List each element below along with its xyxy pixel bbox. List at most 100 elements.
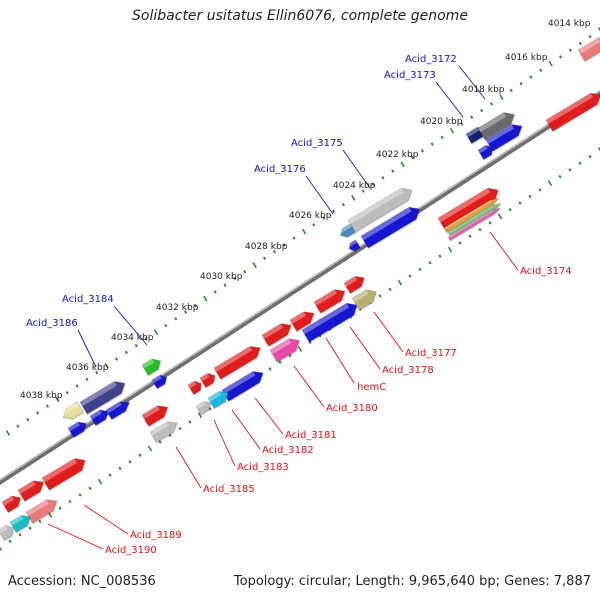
kbp-tick [460,122,464,126]
kbp-tick [400,161,405,168]
kbp-tick [378,294,382,298]
gene-reverse [207,390,229,409]
kbp-tick [75,384,79,388]
kbp-tick [278,360,282,364]
leader-line [213,419,236,467]
kbp-tick [144,337,148,341]
kbp-tick [332,209,336,214]
leader-line [349,326,381,370]
gene-reverse [261,323,292,347]
kbp-label: 4016 kbp [505,53,548,63]
kbp-label: 4024 kbp [333,181,376,191]
kbp-tick [16,424,20,428]
kbp-tick [578,161,582,165]
kbp-tick [420,149,424,153]
gene-reverse [199,372,216,388]
kbp-tick [5,430,11,436]
kbp-label: 4032 kbp [156,303,199,313]
leader-line [47,523,104,550]
kbp-tick [292,236,296,240]
leader-line [83,504,129,535]
kbp-tick [78,493,82,497]
kbp-tick [268,367,272,371]
kbp-tick [124,350,128,355]
gene-label-reverse: Acid_3181 [285,430,337,441]
kbp-tick [371,182,375,187]
kbp-tick [88,486,92,491]
kbp-tick [233,276,237,281]
kbp-tick [538,188,542,192]
gene-reverse [213,346,261,380]
leader-line [113,305,148,346]
gene-label-reverse: Acid_3190 [105,545,157,556]
kbp-tick [381,176,385,180]
gene-label-forward: Acid_3172 [405,54,457,65]
kbp-tick [488,221,492,225]
kbp-tick [301,228,307,235]
gene-forward [545,92,600,132]
kbp-label: 4038 kbp [20,391,63,401]
gene-reverse [221,371,264,402]
accession-text: Accession: NC_008536 [8,574,156,589]
leader-line [231,409,261,450]
leader-line [489,231,519,271]
kbp-tick [440,135,444,140]
kbp-tick [153,329,159,336]
leader-line [254,397,284,435]
kbp-tick [588,35,592,39]
leader-line [175,446,202,489]
gene-label-reverse: hemC [357,382,386,393]
leader-line [435,81,464,118]
gene-reverse [17,480,45,502]
kbp-tick [341,202,346,207]
kbp-tick [478,227,482,232]
kbp-tick [468,234,472,238]
kbp-tick [104,362,109,369]
kbp-label: 4034 kbp [111,333,154,343]
kbp-tick [480,108,484,113]
kbp-label: 4036 kbp [66,363,109,373]
gene-forward [477,144,494,160]
kbp-tick [558,174,562,179]
kbp-tick [529,75,533,79]
gene-reverse [351,289,377,311]
kbp-tick [470,115,474,120]
gene-reverse [343,275,365,294]
kbp-tick [18,533,22,537]
kbp-tick [158,440,162,444]
gene-forward [151,374,167,389]
kbp-tick [322,216,326,220]
kbp-tick [28,526,32,530]
gene-label-reverse: Acid_3178 [382,365,434,376]
kbp-tick [449,127,455,134]
gene-reverse [195,400,211,415]
kbp-tick [408,274,412,278]
genome-summary-text: Topology: circular; Length: 9,965,640 bp… [233,574,591,589]
kbp-tick [68,499,72,504]
leader-line [325,337,355,384]
leader-line [373,311,404,353]
gene-reverse [41,458,86,491]
gene-label-reverse: Acid_3182 [262,445,314,456]
kbp-tick [128,460,132,464]
kbp-tick [508,207,512,212]
kbp-tick [548,60,553,67]
kbp-tick [45,404,50,408]
map-title: Solibacter usitatus Ellin6076, complete … [132,8,468,24]
kbp-tick [519,82,523,86]
kbp-tick [95,370,99,375]
kbp-tick [174,317,178,321]
kbp-tick [438,254,442,258]
kbp-tick [147,445,153,452]
gene-forward [62,401,84,419]
kbp-tick [428,261,432,265]
kbp-label: 4020 kbp [420,117,463,127]
kbp-tick [499,94,504,101]
kbp-tick [351,195,356,201]
kbp-tick [213,290,217,294]
kbp-label: 4018 kbp [462,85,505,95]
kbp-tick [410,155,415,160]
leader-line [77,329,97,368]
gene-forward [577,37,600,62]
kbp-tick [197,412,203,419]
